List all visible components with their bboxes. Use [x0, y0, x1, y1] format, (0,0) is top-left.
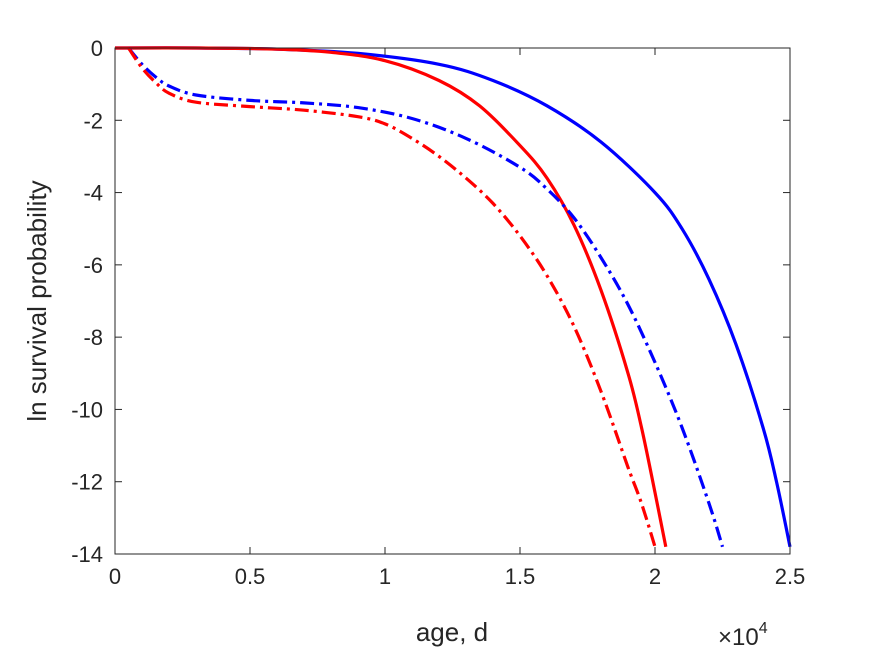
- x-exponent-label: ×104: [718, 620, 768, 651]
- tick-layer: 0 0.5 1 1.5 2 2.5 0 -2 -4 -6 -8 -10 -12 -14: [71, 36, 805, 589]
- y-tick-label: -12: [71, 470, 103, 495]
- x-axis-label: age, d: [416, 617, 488, 647]
- series-line-red-dashdot: [127, 47, 657, 548]
- y-tick-label: -6: [83, 253, 103, 278]
- plot-area: [115, 48, 790, 554]
- x-exponent-base: ×10: [718, 624, 759, 651]
- y-tick-label: 0: [91, 36, 103, 61]
- x-tick-label: 2: [649, 564, 661, 589]
- x-tick-label: 1.5: [505, 564, 536, 589]
- plot-frame: [114, 47, 791, 555]
- x-tick-label: 0: [109, 564, 121, 589]
- series-line-red-solid: [114, 46, 668, 548]
- x-tick-label: 2.5: [775, 564, 806, 589]
- x-exponent-power: 4: [759, 620, 768, 637]
- y-tick-label: -2: [83, 108, 103, 133]
- series-line-blue-dashdot: [127, 46, 725, 548]
- x-tick-label: 0.5: [235, 564, 266, 589]
- y-tick-label: -8: [83, 325, 103, 350]
- y-tick-label: -14: [71, 542, 103, 567]
- y-tick-label: -10: [71, 397, 103, 422]
- y-tick-label: -4: [83, 181, 103, 206]
- x-tick-label: 1: [379, 564, 391, 589]
- y-axis-label: ln survival probability: [22, 180, 52, 421]
- series-layer: [114, 46, 792, 548]
